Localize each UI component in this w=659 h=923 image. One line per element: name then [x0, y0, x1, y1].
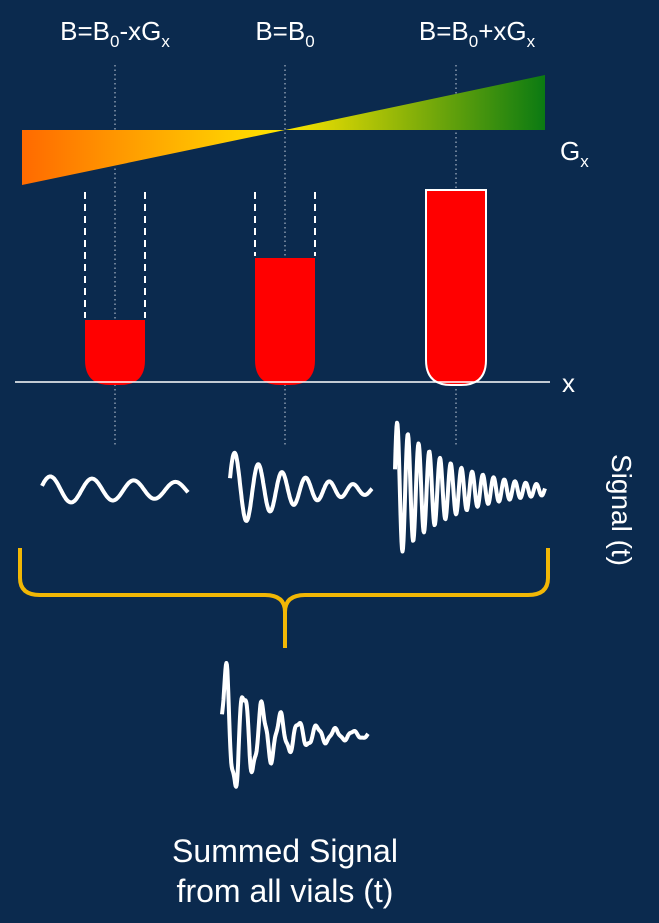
label-text: G: [560, 136, 580, 166]
label-text: B=B: [255, 16, 305, 46]
summed-label: Summed Signal: [172, 833, 398, 869]
diagram: B=B0-xGx B=B0 B=B0+xGx Gx x Signal (t) S…: [0, 0, 659, 923]
label-text: B=B: [419, 16, 469, 46]
subscript: 0: [110, 32, 119, 51]
field-label: B=B0+xGx: [419, 16, 536, 51]
subscript: x: [527, 32, 536, 51]
label-text: +xG: [478, 16, 526, 46]
axis-label: x: [562, 368, 575, 398]
subscript: 0: [469, 32, 478, 51]
signal-label: Signal (t): [606, 454, 637, 566]
label-text: -xG: [119, 16, 161, 46]
subscript: 0: [305, 32, 314, 51]
subscript: x: [161, 32, 170, 51]
summed-label: from all vials (t): [177, 873, 394, 909]
subscript: x: [580, 152, 589, 171]
label-text: B=B: [60, 16, 110, 46]
